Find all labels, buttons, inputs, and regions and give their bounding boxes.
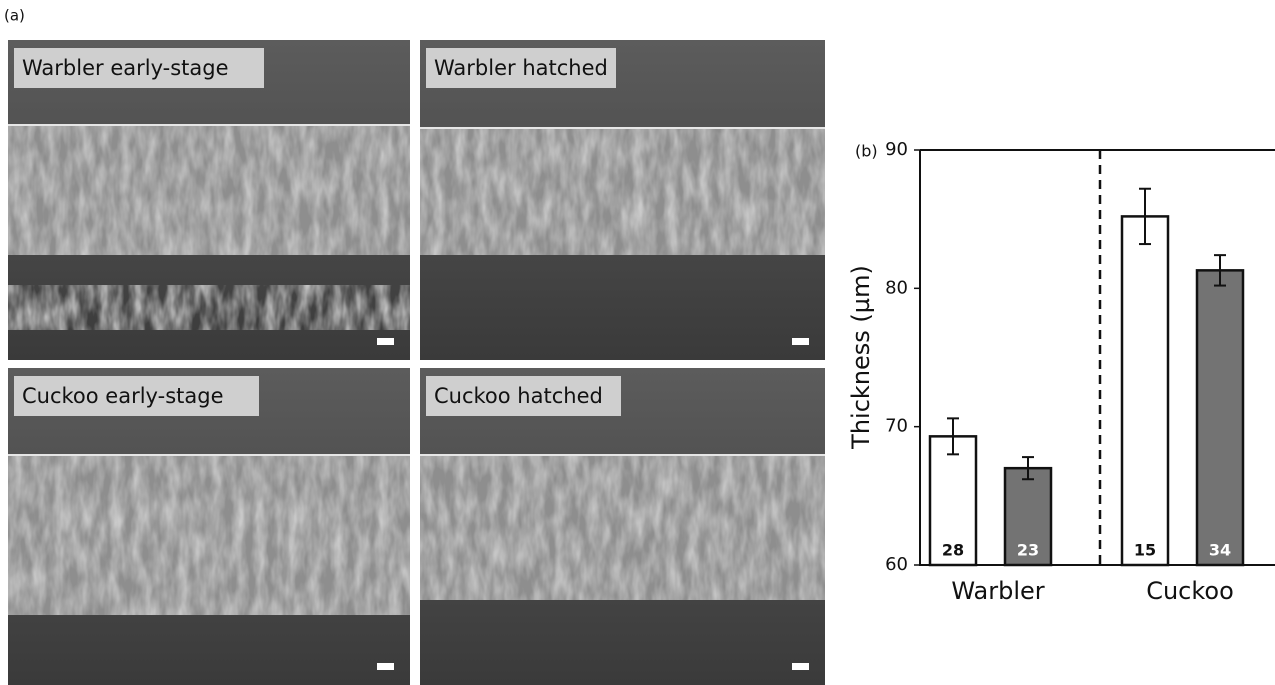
panel-label: (b) [855, 142, 878, 161]
scale-bar [792, 663, 809, 670]
shell-texture [8, 455, 410, 615]
micrograph: Warbler hatched [420, 40, 825, 360]
micrograph: Cuckoo hatched [420, 368, 825, 685]
micrograph: Cuckoo early-stage [8, 368, 410, 685]
shell-texture [420, 128, 825, 255]
image-label: Cuckoo hatched [434, 384, 603, 408]
membrane [8, 285, 410, 330]
sample-size: 23 [1017, 541, 1039, 560]
y-tick-label: 90 [885, 139, 908, 160]
shell-texture [8, 125, 410, 255]
y-tick-label: 60 [885, 554, 908, 575]
y-axis-label: Thickness (µm) [847, 265, 875, 450]
scale-bar [377, 338, 394, 345]
sample-size: 15 [1134, 541, 1156, 560]
y-tick-label: 80 [885, 277, 908, 298]
scale-bar [377, 663, 394, 670]
micrograph: Warbler early-stage [8, 40, 410, 360]
bar [1197, 270, 1243, 565]
image-label: Cuckoo early-stage [22, 384, 224, 408]
y-tick-label: 70 [885, 416, 908, 437]
image-label: Warbler hatched [434, 56, 608, 80]
bar [1122, 216, 1168, 565]
bar-chart: (b) Thickness (µm) 60 70 80 90 Warbler 28 23 Cu… [847, 139, 1275, 605]
figure: (a) Warbler early-stage Warbler hatched Cu… [0, 0, 1275, 685]
image-grid: Warbler early-stage Warbler hatched Cuckoo… [8, 40, 825, 685]
x-tick-label: Warbler [951, 577, 1044, 605]
shell-texture [420, 455, 825, 600]
panel-label: (a) [4, 7, 25, 25]
image-label: Warbler early-stage [22, 56, 229, 80]
sample-size: 28 [942, 541, 964, 560]
x-tick-label: Cuckoo [1146, 577, 1234, 605]
scale-bar [792, 338, 809, 345]
sample-size: 34 [1209, 541, 1231, 560]
